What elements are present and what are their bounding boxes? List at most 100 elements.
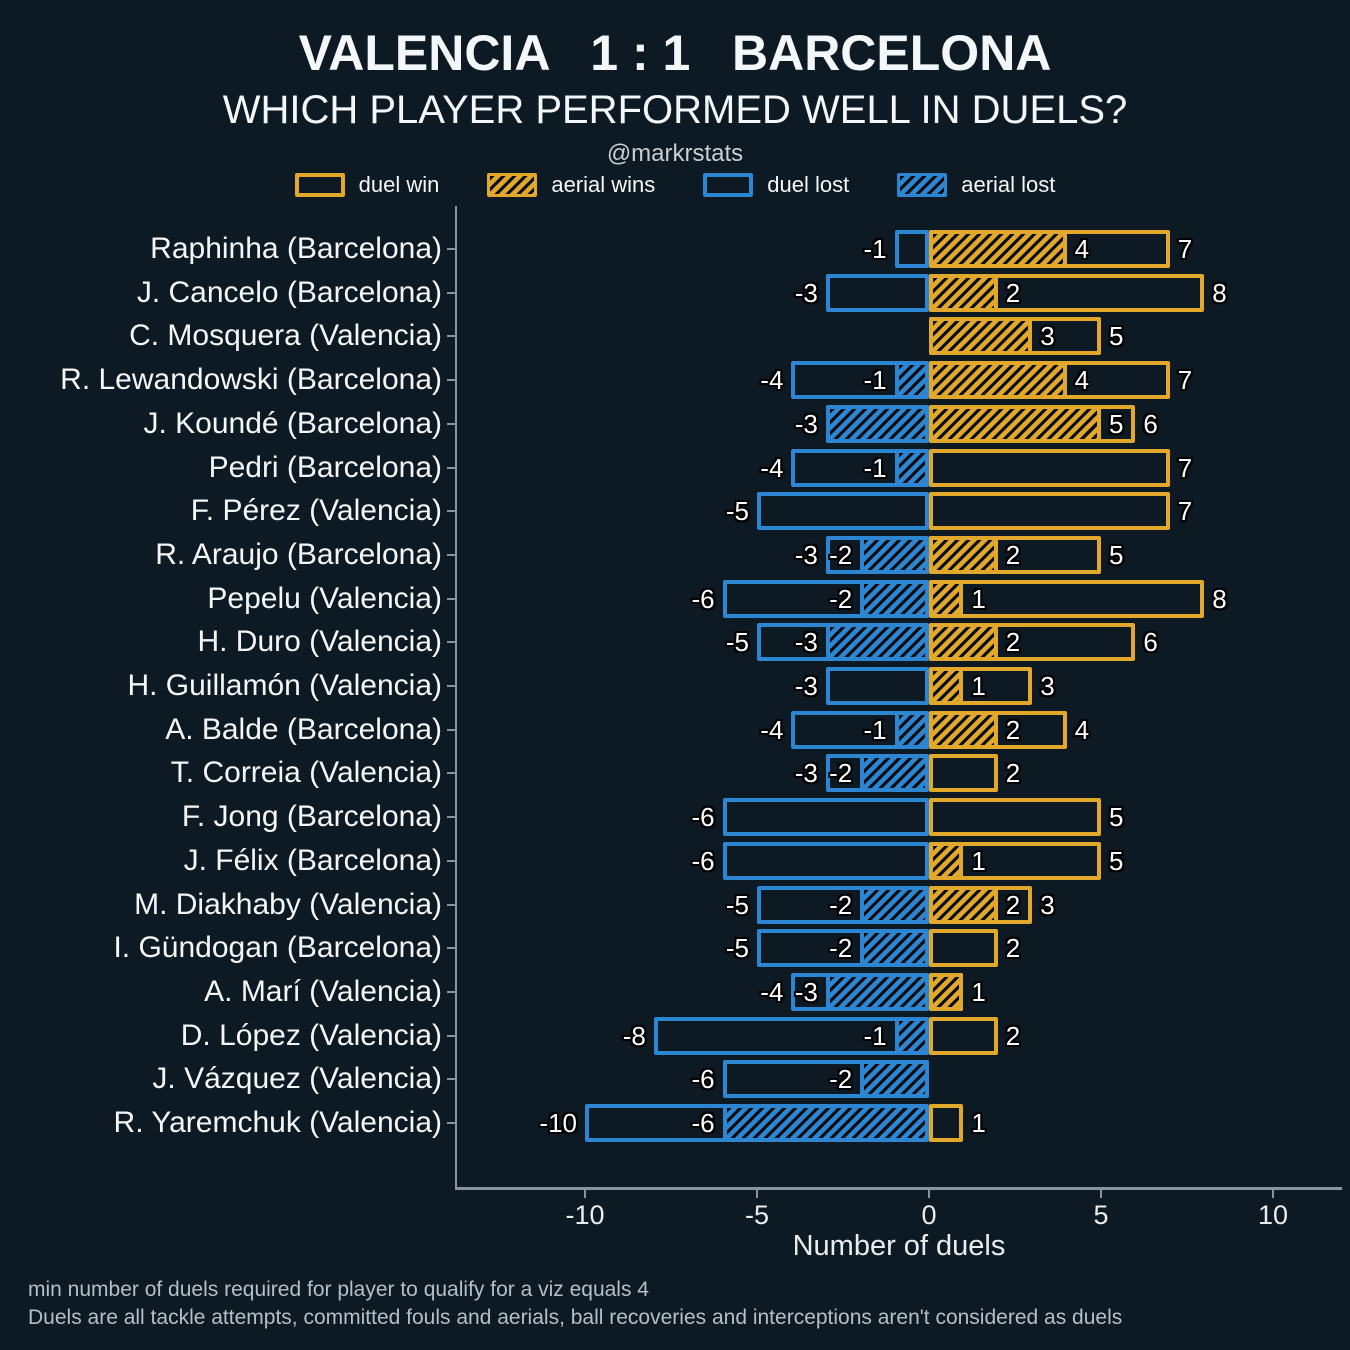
y-axis-tick bbox=[447, 291, 455, 294]
bar-value-label: 6 bbox=[1143, 408, 1158, 439]
bar-value-label: -2 bbox=[829, 539, 853, 570]
bar-value-label: -6 bbox=[691, 802, 715, 833]
duel-lost-swatch-icon bbox=[703, 173, 754, 197]
bar-value-label: -3 bbox=[794, 627, 818, 658]
bar-value-label: -2 bbox=[829, 583, 853, 614]
y-axis-tick bbox=[447, 947, 455, 950]
bar-aerial-win bbox=[929, 885, 998, 924]
y-axis-tick bbox=[447, 1034, 455, 1037]
legend-item-aerial-lost: aerial lost bbox=[897, 172, 1055, 198]
bar-value-label: -3 bbox=[794, 758, 818, 789]
bar-value-label: -4 bbox=[760, 976, 784, 1007]
x-axis-tick bbox=[1272, 1190, 1274, 1198]
legend-item-duel-lost: duel lost bbox=[703, 172, 849, 198]
x-tick-label: 0 bbox=[921, 1200, 937, 1230]
bar-aerial-win bbox=[929, 667, 964, 705]
bar-value-label: 7 bbox=[1177, 234, 1193, 264]
bar-value-label: -10 bbox=[539, 1108, 577, 1138]
bar-aerial-lost bbox=[825, 404, 929, 443]
y-axis-tick bbox=[447, 335, 455, 338]
player-label: H. Guillamón (Valencia) bbox=[127, 669, 442, 702]
bar-value-label: -5 bbox=[725, 933, 749, 964]
bar-value-label: -3 bbox=[794, 671, 818, 701]
bar-aerial-win bbox=[929, 361, 1067, 400]
player-label: R. Araujo (Barcelona) bbox=[155, 537, 442, 571]
bar-aerial-lost bbox=[894, 448, 929, 487]
bar-duel-lost bbox=[757, 492, 929, 531]
bar-value-label: 2 bbox=[1005, 539, 1021, 570]
bar-value-label: 5 bbox=[1109, 539, 1124, 570]
legend-item-aerial-wins: aerial wins bbox=[487, 172, 655, 198]
bar-value-label: 3 bbox=[1040, 321, 1055, 352]
bar-value-label: 2 bbox=[1005, 714, 1021, 745]
bar-duel-lost bbox=[825, 273, 929, 312]
bar-value-label: -8 bbox=[622, 1020, 646, 1051]
bar-value-label: 2 bbox=[1005, 1020, 1021, 1051]
bar-value-label: -4 bbox=[760, 714, 784, 745]
bar-value-label: -1 bbox=[863, 714, 887, 745]
bar-duel-lost bbox=[894, 230, 929, 268]
bar-duel-win bbox=[929, 448, 1170, 487]
bar-value-label: 8 bbox=[1212, 277, 1227, 308]
bar-value-label: -4 bbox=[760, 452, 784, 483]
bar-value-label: -2 bbox=[829, 758, 853, 789]
player-label: C. Mosquera (Valencia) bbox=[129, 319, 442, 353]
legend-label: aerial lost bbox=[961, 172, 1056, 197]
y-axis-tick bbox=[447, 553, 455, 556]
player-label: J. Koundé (Barcelona) bbox=[143, 406, 442, 440]
bar-aerial-lost bbox=[825, 972, 929, 1011]
legend-label: aerial wins bbox=[551, 172, 656, 197]
bar-aerial-win bbox=[929, 579, 964, 618]
bar-duel-win bbox=[929, 798, 1101, 837]
bar-aerial-win bbox=[929, 972, 964, 1011]
bar-value-label: 8 bbox=[1212, 583, 1227, 614]
player-label: M. Diakhaby (Valencia) bbox=[134, 887, 442, 921]
player-label: A. Marí (Valencia) bbox=[204, 974, 442, 1008]
bar-duel-lost bbox=[722, 841, 929, 880]
bar-value-label: 1 bbox=[971, 976, 986, 1007]
player-label: D. López (Valencia) bbox=[180, 1018, 442, 1052]
bar-aerial-lost bbox=[860, 754, 929, 793]
y-axis-tick bbox=[447, 248, 455, 250]
bar-value-label: -6 bbox=[691, 1108, 715, 1138]
player-label: A. Balde (Barcelona) bbox=[165, 712, 442, 746]
bar-value-label: -3 bbox=[794, 408, 818, 439]
bar-aerial-win bbox=[929, 623, 998, 662]
y-axis-line bbox=[455, 206, 457, 1187]
y-axis-tick bbox=[447, 903, 455, 906]
x-axis-tick bbox=[928, 1190, 930, 1198]
bar-aerial-win bbox=[929, 230, 1067, 268]
x-axis-tick bbox=[584, 1190, 586, 1198]
aerial-lost-swatch-icon bbox=[897, 173, 948, 197]
bar-value-label: 1 bbox=[971, 845, 986, 876]
bar-value-label: 7 bbox=[1177, 365, 1193, 396]
bar-value-label: 2 bbox=[1005, 758, 1021, 789]
bar-value-label: -4 bbox=[760, 365, 784, 396]
bar-duel-lost bbox=[653, 1016, 929, 1055]
bar-value-label: -5 bbox=[725, 627, 749, 658]
bar-duel-win bbox=[929, 1016, 998, 1055]
x-axis-line bbox=[455, 1187, 1342, 1190]
bar-duel-win bbox=[929, 492, 1170, 531]
y-axis-tick bbox=[447, 510, 455, 513]
x-tick-label: 5 bbox=[1093, 1200, 1109, 1230]
x-axis-tick bbox=[1100, 1190, 1102, 1198]
bar-aerial-win bbox=[929, 710, 998, 749]
y-axis-tick bbox=[447, 685, 455, 687]
page-subtitle: WHICH PLAYER PERFORMED WELL IN DUELS? bbox=[222, 88, 1128, 132]
player-label: J. Félix (Barcelona) bbox=[183, 843, 442, 877]
bar-value-label: -2 bbox=[829, 1064, 853, 1095]
bar-value-label: -6 bbox=[691, 583, 715, 614]
y-axis-tick bbox=[447, 597, 455, 600]
bar-aerial-win bbox=[929, 273, 998, 312]
bar-value-label: 2 bbox=[1005, 889, 1021, 920]
y-axis-tick bbox=[447, 379, 455, 382]
bar-value-label: -6 bbox=[691, 1064, 715, 1095]
duel-win-swatch-icon bbox=[294, 173, 345, 197]
bar-value-label: 3 bbox=[1040, 671, 1055, 701]
bar-aerial-lost bbox=[860, 535, 929, 574]
page-title: VALENCIA 1 : 1 BARCELONA bbox=[298, 25, 1052, 81]
bar-value-label: -1 bbox=[863, 452, 887, 483]
bar-value-label: 4 bbox=[1074, 365, 1090, 396]
